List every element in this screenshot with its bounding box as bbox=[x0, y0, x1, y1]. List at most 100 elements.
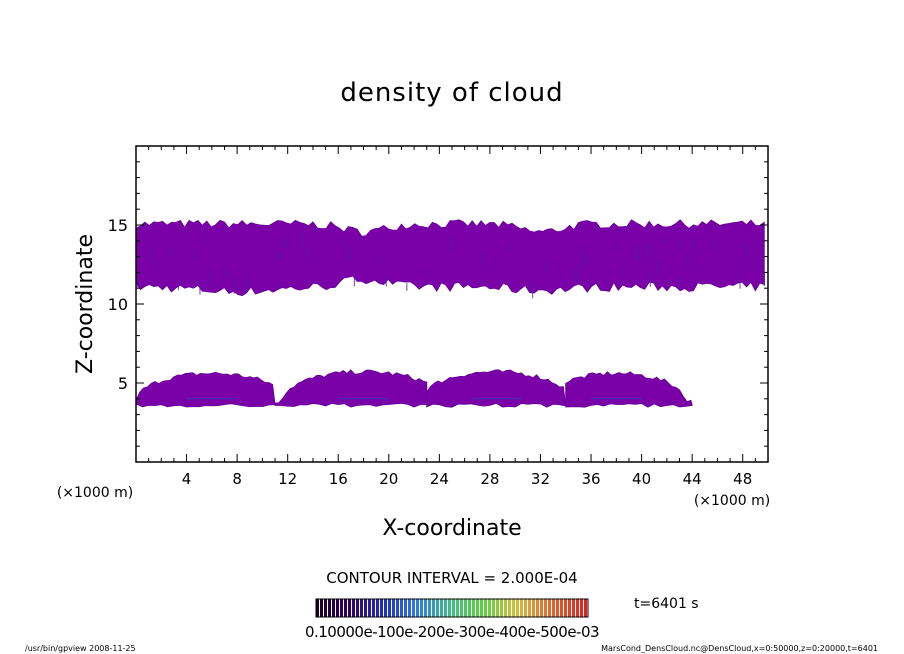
colorbar-cell bbox=[564, 599, 567, 617]
cloud-lower-hump bbox=[565, 371, 693, 408]
x-tick-label: 32 bbox=[531, 470, 550, 488]
cloud-streak bbox=[154, 259, 157, 271]
cloud-streak bbox=[279, 281, 281, 289]
cloud-streak bbox=[693, 236, 695, 250]
x-tick-label: 44 bbox=[683, 470, 702, 488]
colorbar-cell bbox=[496, 599, 499, 617]
cloud-streak bbox=[136, 277, 139, 288]
cloud-streak bbox=[572, 269, 575, 283]
cloud-streak bbox=[740, 269, 742, 278]
colorbar-cell bbox=[372, 599, 375, 617]
x-tick-label: 20 bbox=[379, 470, 398, 488]
colorbar-cell bbox=[568, 599, 571, 617]
colorbar-cell bbox=[536, 599, 539, 617]
colorbar-cell bbox=[428, 599, 431, 617]
colorbar-cell bbox=[500, 599, 503, 617]
cloud-streak bbox=[340, 237, 343, 245]
cloud-streak bbox=[579, 244, 582, 257]
colorbar-cell bbox=[556, 599, 559, 617]
cloud-streak bbox=[380, 257, 382, 265]
colorbar-cell bbox=[316, 599, 319, 617]
colorbar-cell bbox=[468, 599, 471, 617]
colorbar-cell bbox=[508, 599, 511, 617]
cloud-streak bbox=[544, 261, 546, 273]
cloud-streak bbox=[385, 274, 387, 287]
cloud-streak bbox=[177, 280, 180, 291]
cloud-streak bbox=[276, 250, 279, 264]
cloud-streak bbox=[739, 281, 741, 289]
colorbar-cell bbox=[476, 599, 479, 617]
colorbar-cell bbox=[464, 599, 467, 617]
colorbar-cell bbox=[436, 599, 439, 617]
colorbar-cell bbox=[384, 599, 387, 617]
colorbar-cell bbox=[516, 599, 519, 617]
cloud-streak bbox=[678, 274, 680, 288]
colorbar-cell bbox=[460, 599, 463, 617]
cloud-streak bbox=[763, 273, 765, 287]
colorbar-cell bbox=[380, 599, 383, 617]
cloud-streak bbox=[677, 240, 680, 250]
colorbar-cell bbox=[572, 599, 575, 617]
colorbar-cell bbox=[484, 599, 487, 617]
colorbar-frame bbox=[315, 598, 589, 618]
y-axis-label: Z-coordinate bbox=[73, 234, 98, 374]
x-tick-label: 40 bbox=[632, 470, 651, 488]
y-tick-label: 5 bbox=[118, 374, 128, 393]
cloud-streak bbox=[636, 248, 638, 263]
cloud-streak bbox=[656, 261, 658, 277]
cloud-streak bbox=[202, 234, 204, 246]
colorbar-cell bbox=[480, 599, 483, 617]
contour-interval: CONTOUR INTERVAL = 2.000E-04 bbox=[326, 569, 577, 587]
cloud-streak bbox=[278, 252, 280, 262]
colorbar-cell bbox=[584, 599, 587, 617]
x-tick-label: 12 bbox=[278, 470, 297, 488]
cloud-streak bbox=[509, 243, 512, 251]
colorbar-cell bbox=[492, 599, 495, 617]
x-axis-label: X-coordinate bbox=[382, 516, 521, 541]
colorbar-cell bbox=[456, 599, 459, 617]
colorbar-cell bbox=[444, 599, 447, 617]
cloud-streak bbox=[739, 241, 741, 250]
cloud-streak bbox=[687, 253, 689, 269]
x-tick-label: 8 bbox=[232, 470, 242, 488]
cloud-streak bbox=[345, 245, 347, 262]
x-tick-label: 28 bbox=[480, 470, 499, 488]
x-unit-left: (×1000 m) bbox=[57, 485, 133, 501]
cloud-lower-hump bbox=[426, 369, 567, 408]
chart-title: density of cloud bbox=[340, 78, 563, 108]
cloud-streak bbox=[301, 233, 303, 248]
colorbar-cell bbox=[324, 599, 327, 617]
cloud-streak bbox=[307, 247, 309, 258]
cloud-streak bbox=[195, 250, 197, 261]
x-tick-label: 4 bbox=[182, 470, 192, 488]
cloud-streak bbox=[451, 237, 453, 252]
cloud-streak bbox=[149, 246, 151, 262]
cloud-streak bbox=[649, 242, 652, 259]
colorbar-cell bbox=[396, 599, 399, 617]
x-tick-label: 48 bbox=[733, 470, 752, 488]
colorbar-cell bbox=[416, 599, 419, 617]
plot-area bbox=[135, 219, 765, 408]
colorbar-cell bbox=[452, 599, 455, 617]
cloud-streak bbox=[585, 251, 587, 266]
colorbar-cell bbox=[320, 599, 323, 617]
cloud-streak bbox=[621, 267, 623, 278]
cloud-streak bbox=[664, 236, 666, 244]
colorbar-cell bbox=[552, 599, 555, 617]
colorbar-cell bbox=[340, 599, 343, 617]
cloud-streak bbox=[746, 242, 748, 259]
colorbar-cell bbox=[336, 599, 339, 617]
cloud-streak bbox=[282, 235, 284, 250]
colorbar-cell bbox=[424, 599, 427, 617]
colorbar-cell bbox=[400, 599, 403, 617]
x-tick-label: 16 bbox=[329, 470, 348, 488]
colorbar-cell bbox=[404, 599, 407, 617]
colorbar-cell bbox=[392, 599, 395, 617]
cloud-streak bbox=[245, 273, 247, 289]
colorbar-cell bbox=[356, 599, 359, 617]
colorbar-cell bbox=[352, 599, 355, 617]
cloud-streak bbox=[532, 284, 534, 299]
colorbar-cell bbox=[540, 599, 543, 617]
cloud-streak bbox=[209, 268, 211, 284]
